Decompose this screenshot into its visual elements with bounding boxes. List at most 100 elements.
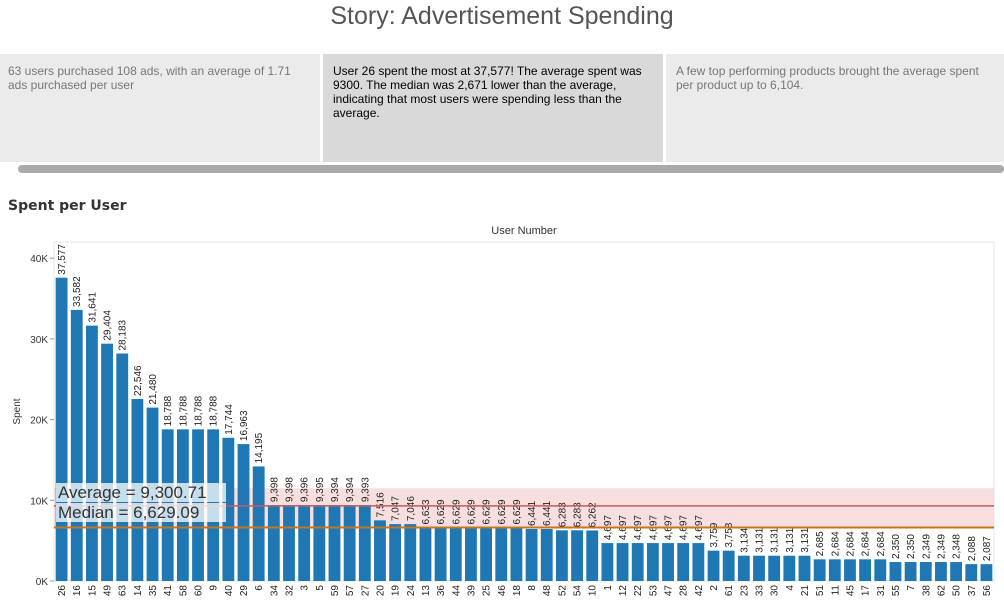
x-tick-label: 52 <box>557 585 568 597</box>
x-tick-label: 41 <box>163 585 174 597</box>
data-label: 3,759 <box>709 522 720 547</box>
x-tick-label: 22 <box>633 585 644 597</box>
data-label: 2,684 <box>845 531 856 556</box>
x-tick-label: 60 <box>194 585 205 597</box>
x-tick-label: 59 <box>330 585 341 597</box>
story-point-3[interactable]: A few top performing products brought th… <box>666 54 1004 162</box>
data-label: 9,393 <box>360 477 371 502</box>
x-tick-label: 3 <box>300 585 311 591</box>
data-label: 18,788 <box>194 395 205 426</box>
bar <box>662 543 674 581</box>
bar <box>404 524 417 581</box>
x-tick-label: 62 <box>936 585 947 597</box>
x-tick-label: 47 <box>664 585 675 597</box>
bar <box>237 444 250 581</box>
x-tick-label: 32 <box>285 585 296 597</box>
data-label: 33,582 <box>72 276 83 307</box>
data-label: 2,348 <box>952 534 963 559</box>
x-tick-label: 58 <box>178 585 189 597</box>
x-tick-label: 16 <box>72 585 83 597</box>
data-label: 3,131 <box>755 527 766 552</box>
x-tick-label: 35 <box>148 585 159 597</box>
x-tick-label: 36 <box>436 585 447 597</box>
horizontal-scrollbar[interactable] <box>18 165 1004 173</box>
data-label: 7,047 <box>391 496 402 521</box>
x-tick-label: 15 <box>87 585 98 597</box>
x-tick-label: 28 <box>679 585 690 597</box>
data-label: 7,516 <box>375 492 386 517</box>
x-tick-label: 30 <box>770 585 781 597</box>
bar <box>449 527 462 581</box>
x-tick-label: 26 <box>57 585 68 597</box>
data-label: 31,641 <box>87 292 98 323</box>
x-tick-label: 51 <box>815 585 826 597</box>
x-tick-label: 48 <box>542 585 553 597</box>
bar <box>677 543 690 581</box>
story-points-nav: 63 users purchased 108 ads, with an aver… <box>0 54 1004 164</box>
x-tick-label: 29 <box>239 585 250 597</box>
bar <box>540 529 553 581</box>
bar <box>586 530 599 581</box>
x-tick-label: 11 <box>830 585 841 596</box>
bar <box>389 524 402 581</box>
y-tick-label: 20K <box>30 416 48 427</box>
sheet-title: Spent per User <box>8 198 127 214</box>
data-label: 2,349 <box>921 534 932 559</box>
story-point-2[interactable]: User 26 spent the most at 37,577! The av… <box>323 54 663 162</box>
y-tick-label: 0K <box>36 577 49 588</box>
bar <box>267 505 280 581</box>
reference-label-bg <box>56 503 226 522</box>
bar <box>844 559 856 581</box>
bar <box>419 527 432 581</box>
bar <box>298 505 311 581</box>
data-label: 18,788 <box>209 395 220 426</box>
bar <box>737 555 750 581</box>
x-tick-label: 12 <box>618 585 629 597</box>
bar <box>753 555 765 581</box>
x-tick-label: 38 <box>921 585 932 597</box>
x-tick-label: 63 <box>118 585 129 597</box>
data-label: 2,685 <box>815 531 826 556</box>
plot-frame <box>53 241 995 582</box>
reference-label-bg <box>56 483 226 502</box>
x-tick-label: 17 <box>861 585 872 597</box>
x-tick-label: 56 <box>982 585 993 597</box>
story-point-1[interactable]: 63 users purchased 108 ads, with an aver… <box>0 54 320 162</box>
x-tick-label: 42 <box>694 585 705 597</box>
x-tick-label: 9 <box>209 585 220 591</box>
data-label: 2,684 <box>830 531 841 556</box>
story-title: Story: Advertisement Spending <box>330 2 674 30</box>
x-tick-label: 46 <box>497 585 508 597</box>
x-tick-label: 1 <box>603 585 614 591</box>
x-tick-label: 14 <box>133 585 144 597</box>
bar <box>631 543 644 581</box>
data-label: 29,404 <box>103 310 114 341</box>
x-tick-label: 2 <box>709 585 720 591</box>
bar <box>434 527 447 581</box>
x-tick-label: 6 <box>254 585 265 591</box>
bar <box>328 505 341 581</box>
x-tick-label: 24 <box>406 585 417 597</box>
y-tick-label: 30K <box>30 335 48 346</box>
bar <box>813 559 826 581</box>
data-label: 18,788 <box>178 395 189 426</box>
data-label: 6,441 <box>542 501 553 526</box>
data-label: 9,396 <box>300 477 311 502</box>
x-tick-label: 53 <box>648 585 659 597</box>
bar <box>313 505 326 581</box>
data-label: 21,480 <box>148 374 159 405</box>
x-tick-label: 21 <box>800 585 811 597</box>
x-tick-label: 33 <box>755 585 766 597</box>
x-tick-label: 4 <box>785 585 796 591</box>
bar <box>601 543 614 581</box>
data-label: 6,441 <box>527 501 538 526</box>
bar <box>465 527 477 581</box>
data-label: 3,131 <box>800 527 811 552</box>
data-label: 2,350 <box>906 534 917 559</box>
data-label: 6,633 <box>421 499 432 524</box>
x-tick-label: 57 <box>345 585 356 597</box>
x-tick-label: 20 <box>375 585 386 597</box>
x-tick-label: 7 <box>906 585 917 591</box>
x-tick-label: 55 <box>891 585 902 597</box>
